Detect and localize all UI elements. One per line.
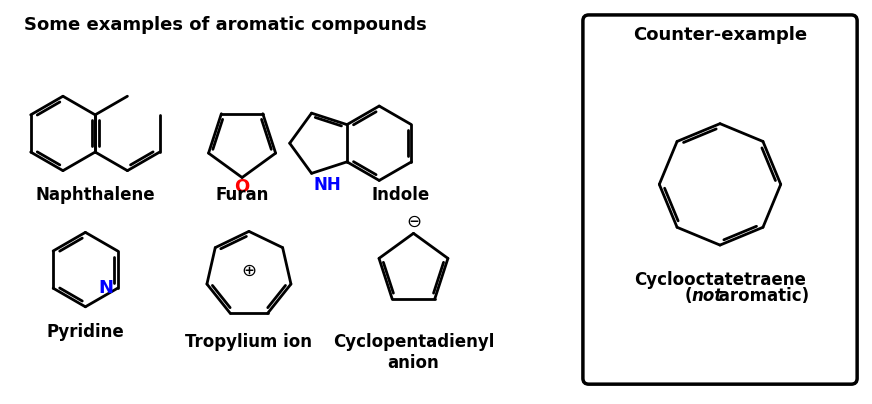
Text: ⊖: ⊖ — [405, 213, 421, 231]
Text: not: not — [691, 287, 723, 305]
Text: O: O — [235, 179, 249, 196]
Text: Some examples of aromatic compounds: Some examples of aromatic compounds — [24, 16, 426, 34]
Text: Indole: Indole — [371, 186, 430, 204]
Text: Naphthalene: Naphthalene — [36, 186, 155, 204]
Text: Furan: Furan — [215, 186, 269, 204]
Text: NH: NH — [314, 176, 341, 194]
Text: Tropylium ion: Tropylium ion — [186, 333, 312, 351]
Text: N: N — [99, 279, 113, 297]
Text: (: ( — [685, 287, 692, 305]
Text: Cyclopentadienyl
anion: Cyclopentadienyl anion — [333, 333, 494, 372]
Text: ⊕: ⊕ — [242, 261, 256, 280]
Text: Counter-example: Counter-example — [633, 26, 807, 44]
Text: Pyridine: Pyridine — [46, 324, 124, 341]
FancyBboxPatch shape — [582, 15, 857, 384]
Text: Cyclooctatetraene: Cyclooctatetraene — [634, 271, 806, 288]
Text: aromatic): aromatic) — [713, 287, 809, 305]
